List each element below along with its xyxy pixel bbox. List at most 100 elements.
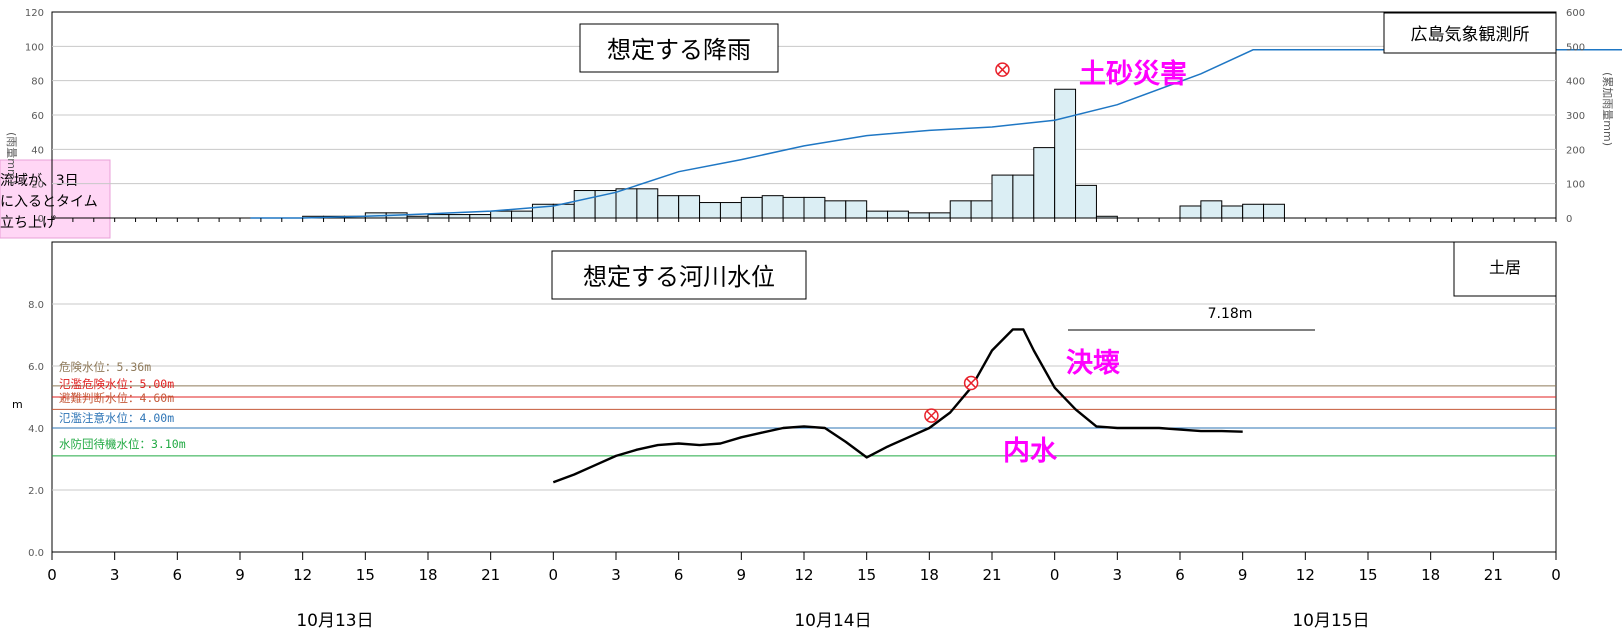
x-tick-label: 15 [356, 566, 375, 584]
rain-bar [970, 200, 993, 219]
rain-bar [1095, 215, 1118, 219]
date-label-3: 10月15日 [1292, 611, 1369, 631]
rain-y-tick: 20 [31, 180, 44, 191]
side-note-line-1: 流域が、3日 [0, 173, 79, 189]
rain-bar [469, 214, 492, 219]
date-label-1: 10月13日 [296, 611, 373, 631]
rain-title: 想定する降雨 [607, 36, 751, 64]
rain-bar [511, 210, 533, 219]
level-y-tick: 2.0 [28, 486, 44, 497]
x-tick-label: 6 [674, 566, 684, 584]
rain-bar [991, 174, 1014, 219]
level-station: 土居 [1489, 258, 1521, 277]
rain-bar [740, 196, 763, 219]
side-note-line-3: 立ち上げ [0, 215, 56, 231]
rain-bar [427, 214, 450, 219]
rain-bar [1221, 205, 1244, 219]
rain-bar [636, 188, 659, 219]
rain-y2-tick: 300 [1566, 111, 1585, 122]
level-title-box: 想定する河川水位 [551, 250, 807, 300]
x-tick-label: 3 [611, 566, 621, 584]
x-tick-label: 15 [857, 566, 876, 584]
level-y-tick: 6.0 [28, 362, 44, 373]
rain-bar [490, 210, 513, 219]
inland-flood-label: 内水 [1003, 436, 1058, 467]
rain-bar [845, 200, 868, 219]
level-y-axis-label: m [12, 398, 23, 411]
x-tick-label: 0 [47, 566, 57, 584]
level-y-tick: 0.0 [28, 548, 44, 559]
x-tick-label: 9 [1238, 566, 1248, 584]
peak-label-group: 7.18m [1068, 306, 1315, 331]
cumulative-rain-polyline [250, 49, 1622, 219]
rain-bar [657, 195, 680, 219]
rain-bars [302, 88, 1285, 219]
rain-bar [928, 212, 951, 219]
rain-bar [907, 212, 930, 219]
rain-y-tick: 0 [38, 214, 44, 225]
rain-y2-tick: 0 [1566, 214, 1572, 225]
marker-cross [997, 64, 1008, 75]
x-tick-label: 0 [1050, 566, 1060, 584]
level-station-box: 土居 [1453, 241, 1557, 297]
cumulative-rain-line [250, 49, 1622, 219]
rain-annotations: 土砂災害 [995, 58, 1187, 90]
level-y-ticks: 8.0 6.0 4.0 2.0 0.0 [28, 300, 44, 559]
water-level-line [552, 328, 1243, 484]
rain-y-ticks: 120 100 80 60 40 20 0 [25, 8, 44, 225]
x-tick-label: 0 [1551, 566, 1561, 584]
rain-y-tick: 100 [25, 42, 44, 53]
rain-bar [699, 202, 721, 219]
level-marker [963, 375, 979, 391]
level-y-tick: 8.0 [28, 300, 44, 311]
x-tick-label: 12 [293, 566, 312, 584]
x-tick-label: 3 [110, 566, 120, 584]
threshold-label: 危険水位：5.36m [59, 360, 151, 374]
side-note-line-2: に入るとタイム [0, 194, 98, 210]
threshold-label: 氾濫注意水位：4.00m [59, 411, 174, 425]
rain-y2-axis-label: (累加雨量mm) [1601, 72, 1614, 146]
x-tick-label: 21 [1484, 566, 1503, 584]
rain-bar [803, 196, 826, 219]
rain-bar [573, 190, 596, 219]
rain-bar [678, 195, 701, 219]
level-title: 想定する河川水位 [583, 263, 775, 291]
rain-station-box: 広島気象観測所 [1383, 12, 1557, 54]
x-tick-label: 9 [235, 566, 245, 584]
rain-bar [866, 210, 889, 219]
rain-y-tick: 80 [31, 77, 44, 88]
rain-y2-tick: 500 [1566, 42, 1585, 53]
x-tick-label: 3 [1113, 566, 1123, 584]
rain-y2-tick: 200 [1566, 145, 1585, 156]
rain-y-tick: 60 [31, 111, 44, 122]
rain-bar [1054, 88, 1077, 219]
peak-label: 7.18m [1208, 306, 1253, 322]
rain-bar [824, 200, 847, 219]
rain-bar [887, 210, 909, 219]
threshold-label: 避難判断水位：4.60m [59, 391, 174, 405]
threshold-label: 氾濫危険水位：5.00m [59, 377, 174, 391]
rain-y-axis-label: (雨量mm) [5, 132, 18, 184]
x-tick-label: 21 [481, 566, 500, 584]
rain-y2-tick: 600 [1566, 8, 1585, 19]
rain-y-tick: 40 [31, 145, 44, 156]
rain-bar [1012, 174, 1035, 219]
threshold-label: 水防団待機水位：3.10m [59, 437, 186, 451]
marker-cross [926, 410, 937, 421]
rain-bar [1033, 147, 1056, 219]
rain-y-tick: 120 [25, 8, 44, 19]
rain-bar [1200, 200, 1223, 219]
side-note: 流域が、3日 に入るとタイム 立ち上げ [0, 159, 111, 239]
level-marker [924, 408, 939, 423]
rain-title-box: 想定する降雨 [579, 23, 779, 73]
landslide-marker [995, 62, 1010, 77]
x-tick-label: 15 [1358, 566, 1377, 584]
rain-grid [52, 45, 1556, 185]
landslide-label: 土砂災害 [1079, 58, 1187, 90]
x-tick-label: 18 [418, 566, 437, 584]
rain-bar [782, 196, 805, 219]
levee-breach-label: 決壊 [1066, 348, 1120, 379]
rain-bar [552, 203, 575, 219]
